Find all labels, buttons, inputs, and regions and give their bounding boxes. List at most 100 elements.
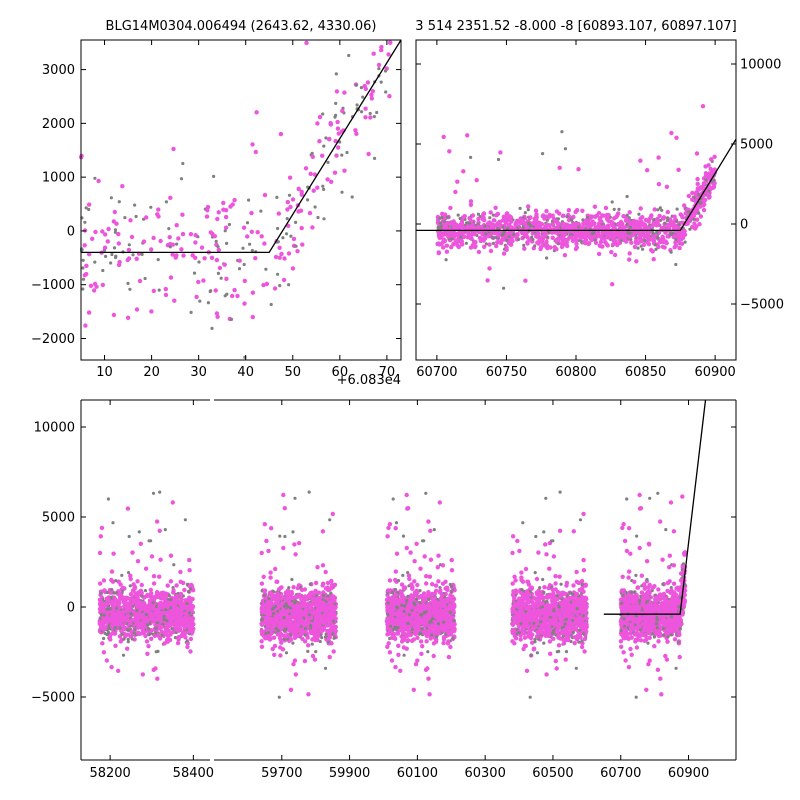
data-point-magenta bbox=[112, 209, 118, 215]
data-point-magenta bbox=[178, 569, 183, 575]
data-point-gray bbox=[496, 157, 501, 162]
panel-zoom-peak-points bbox=[79, 40, 393, 359]
data-point-magenta bbox=[98, 603, 103, 608]
data-point-magenta bbox=[462, 234, 467, 239]
data-point-magenta bbox=[145, 651, 150, 656]
data-point-magenta bbox=[506, 223, 512, 228]
data-point-magenta bbox=[447, 149, 452, 154]
data-point-magenta bbox=[266, 548, 271, 554]
data-point-magenta bbox=[151, 288, 156, 294]
data-point-magenta bbox=[408, 550, 413, 555]
data-point-magenta bbox=[557, 211, 562, 216]
data-point-gray bbox=[384, 90, 388, 94]
data-point-magenta bbox=[129, 234, 135, 240]
data-point-gray bbox=[500, 233, 504, 237]
data-point-magenta bbox=[424, 581, 429, 586]
data-point-gray bbox=[674, 237, 678, 242]
data-point-gray bbox=[496, 226, 500, 231]
data-point-gray bbox=[306, 198, 310, 202]
data-point-magenta bbox=[487, 242, 492, 247]
data-point-gray bbox=[147, 633, 151, 637]
data-point-gray bbox=[147, 627, 151, 631]
data-point-magenta bbox=[695, 181, 700, 187]
data-point-magenta bbox=[641, 221, 646, 226]
data-point-magenta bbox=[116, 241, 122, 246]
data-point-magenta bbox=[428, 528, 433, 533]
x-tick-label: 60900 bbox=[694, 365, 735, 380]
data-point-magenta bbox=[389, 658, 395, 663]
data-point-magenta bbox=[599, 219, 604, 224]
data-point-magenta bbox=[118, 622, 123, 627]
data-point-magenta bbox=[646, 237, 652, 242]
data-point-magenta bbox=[162, 632, 167, 637]
data-point-magenta bbox=[286, 251, 292, 256]
data-point-magenta bbox=[259, 621, 264, 626]
data-point-magenta bbox=[544, 208, 549, 214]
data-point-magenta bbox=[216, 210, 221, 215]
data-point-magenta bbox=[259, 644, 265, 649]
data-point-magenta bbox=[376, 62, 382, 68]
panel-zoom-peak-title: BLG14M0304.006494 (2643.62, 4330.06) bbox=[106, 19, 377, 34]
data-point-magenta bbox=[180, 212, 185, 217]
data-point-magenta bbox=[209, 255, 215, 260]
data-point-gray bbox=[164, 200, 168, 204]
data-point-magenta bbox=[135, 630, 141, 636]
data-point-magenta bbox=[280, 611, 285, 616]
data-point-magenta bbox=[342, 90, 347, 95]
data-point-magenta bbox=[273, 600, 278, 606]
x-tick-label: 40 bbox=[237, 365, 254, 380]
data-point-magenta bbox=[519, 218, 524, 223]
data-point-magenta bbox=[272, 286, 278, 291]
data-point-magenta bbox=[280, 601, 285, 606]
data-point-magenta bbox=[448, 221, 453, 226]
data-point-magenta bbox=[282, 506, 287, 511]
data-point-magenta bbox=[545, 222, 550, 227]
data-point-magenta bbox=[271, 635, 277, 640]
data-point-magenta bbox=[165, 583, 170, 588]
data-point-magenta bbox=[682, 203, 687, 208]
data-point-magenta bbox=[281, 277, 287, 283]
data-point-magenta bbox=[163, 286, 168, 292]
data-point-magenta bbox=[188, 636, 194, 642]
data-point-magenta bbox=[261, 574, 266, 579]
data-point-magenta bbox=[255, 230, 260, 235]
data-point-magenta bbox=[340, 108, 345, 114]
data-point-gray bbox=[155, 621, 159, 625]
data-point-gray bbox=[643, 239, 647, 243]
data-point-magenta bbox=[158, 618, 163, 623]
data-point-magenta bbox=[627, 257, 632, 262]
data-point-magenta bbox=[672, 214, 677, 219]
data-point-gray bbox=[484, 242, 488, 246]
data-point-magenta bbox=[157, 603, 162, 608]
data-point-gray bbox=[114, 254, 118, 258]
data-point-magenta bbox=[495, 221, 500, 226]
data-point-magenta bbox=[371, 51, 376, 56]
data-point-magenta bbox=[711, 185, 716, 190]
data-point-gray bbox=[326, 594, 330, 598]
data-point-magenta bbox=[302, 596, 307, 601]
data-point-magenta bbox=[105, 619, 110, 625]
data-point-gray bbox=[421, 539, 425, 543]
data-point-magenta bbox=[199, 245, 205, 250]
data-point-magenta bbox=[436, 250, 441, 256]
panel-zoom-peak: BLG14M0304.006494 (2643.62, 4330.06) 10 2… bbox=[31, 19, 402, 388]
data-point-magenta bbox=[443, 225, 449, 230]
data-point-magenta bbox=[156, 594, 161, 600]
data-point-magenta bbox=[482, 236, 488, 241]
data-point-magenta bbox=[441, 640, 446, 646]
data-point-magenta bbox=[574, 208, 580, 213]
data-point-magenta bbox=[332, 170, 338, 175]
data-point-magenta bbox=[214, 311, 220, 316]
data-point-magenta bbox=[600, 244, 605, 249]
data-point-gray bbox=[307, 613, 311, 617]
data-point-magenta bbox=[306, 692, 311, 697]
data-point-magenta bbox=[596, 251, 602, 257]
data-point-gray bbox=[322, 144, 326, 148]
data-point-magenta bbox=[221, 200, 226, 206]
data-point-magenta bbox=[284, 634, 289, 639]
data-point-gray bbox=[267, 631, 271, 635]
data-point-magenta bbox=[554, 247, 559, 252]
data-point-magenta bbox=[564, 240, 569, 245]
data-point-gray bbox=[216, 271, 220, 275]
data-point-gray bbox=[476, 212, 480, 216]
